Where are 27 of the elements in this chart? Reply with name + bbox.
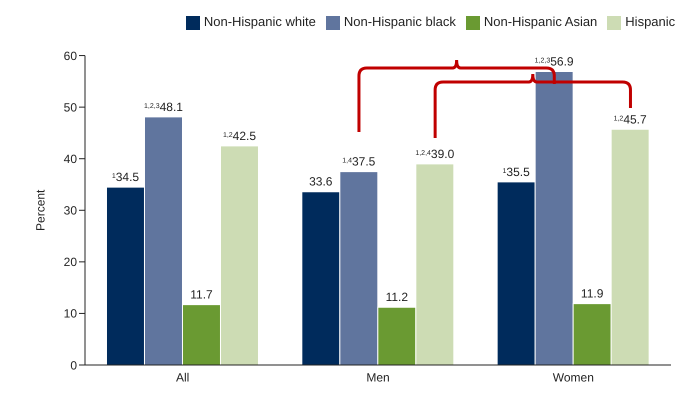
x-tick-label: Men — [366, 370, 390, 385]
y-tick-label: 30 — [64, 204, 78, 218]
data-label: $^{1,2,4}$39.0 — [415, 146, 455, 161]
legend-label: Non-Hispanic black — [344, 14, 456, 29]
data-label: $^{1,2,3}$56.9 — [534, 54, 574, 69]
y-tick-label: 60 — [64, 48, 78, 63]
legend-label: Non-Hispanic white — [204, 14, 316, 29]
data-label: $^{1}$34.5 — [112, 170, 140, 184]
data-label: 11.2 — [386, 290, 408, 304]
y-axis-title: Percent — [33, 188, 48, 231]
data-label: $^{1}$35.5 — [502, 164, 530, 179]
y-tick-label: 40 — [64, 152, 78, 166]
data-label: 33.6 — [309, 174, 333, 189]
y-tick-label: 50 — [64, 100, 78, 114]
data-label: $^{1,2}$45.7 — [614, 112, 648, 126]
data-label: 11.9 — [580, 286, 604, 301]
y-tick-label: 20 — [64, 255, 78, 270]
data-label: $^{1,4}$37.5 — [342, 154, 376, 169]
legend-label: Hispanic — [625, 14, 676, 29]
data-label: 11.7 — [190, 288, 214, 302]
legend-label: Non-Hispanic Asian — [484, 14, 598, 29]
y-tick-label: 0 — [70, 358, 78, 372]
data-label: $^{1,2,3}$48.1 — [144, 100, 184, 114]
data-label: $^{1,2}$42.5 — [222, 128, 256, 143]
x-tick-label: All — [176, 370, 190, 385]
y-tick-label: 10 — [64, 306, 78, 321]
x-tick-label: Women — [552, 370, 594, 385]
